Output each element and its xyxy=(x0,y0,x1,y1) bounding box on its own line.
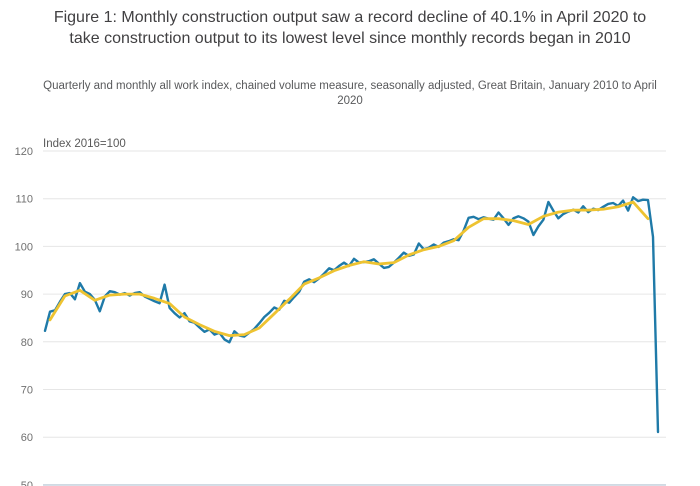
figure-title: Figure 1: Monthly construction output sa… xyxy=(53,9,647,47)
gridlines xyxy=(43,150,666,486)
y-tick-label-80: 80 xyxy=(21,337,33,349)
y-axis-tick-labels: 120 110 100 90 80 70 60 50 xyxy=(15,146,33,486)
series-line-monthly xyxy=(43,196,660,434)
y-tick-label-70: 70 xyxy=(21,385,33,397)
series-line-quarterly xyxy=(48,200,650,338)
y-tick-label-110: 110 xyxy=(15,194,33,206)
y-tick-label-90: 90 xyxy=(21,289,33,301)
y-tick-label-50: 50 xyxy=(21,480,33,486)
data-series xyxy=(43,196,660,434)
y-tick-label-120: 120 xyxy=(15,146,33,158)
y-axis-title: Index 2016=100 xyxy=(43,138,126,150)
figure-subtitle: Quarterly and monthly all work index, ch… xyxy=(43,80,657,107)
y-tick-label-100: 100 xyxy=(15,241,33,253)
y-tick-label-60: 60 xyxy=(21,432,33,444)
